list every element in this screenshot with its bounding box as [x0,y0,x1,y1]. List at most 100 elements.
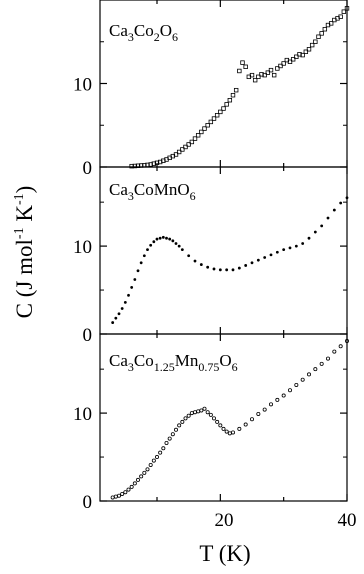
data-point [244,264,248,267]
data-point [250,261,254,265]
data-point [259,72,264,77]
data-point [215,419,220,424]
data-point [139,261,143,265]
x-tick-label: 40 [338,510,357,531]
data-point [117,493,122,498]
data-point [249,72,255,78]
data-point [224,429,229,434]
data-point [189,139,195,145]
data-point [202,126,207,131]
data-point [225,268,229,272]
data-point [230,92,236,98]
data-point [307,236,311,240]
data-point [186,413,191,418]
panel-ticks: 0 10 [73,334,348,513]
data-point [240,60,245,65]
data-point [221,106,226,111]
data-point [206,265,210,269]
data-point [129,484,134,489]
panel-ca3co2o6: 0 10 Ca3Co2O6 [73,0,350,179]
data-point [256,74,261,80]
data-point [205,123,210,128]
data-point [199,129,204,135]
data-point [120,491,125,496]
data-point [117,312,121,316]
data-point [164,440,169,445]
data-point [180,248,184,252]
data-point [135,477,140,482]
panel-ticks: 0 10 [73,0,348,179]
data-point [262,407,267,412]
data-point [282,248,286,252]
data-point [154,160,160,166]
data-point [303,49,309,54]
data-point [136,269,140,273]
y-tick-label: 10 [73,75,92,96]
data-point [165,236,168,240]
data-point [129,163,134,169]
data-point [158,236,162,240]
panel-annotation: Ca3CoMnO6 [109,180,196,203]
data-point [218,109,223,115]
data-point [183,144,188,150]
data-point [325,356,330,361]
data-point [230,430,235,435]
data-point [113,494,118,499]
data-point [152,240,156,244]
panel-ticks: 0 10 [73,167,348,346]
data-point [212,267,216,271]
x-tick-labels: 20 40 [215,510,357,531]
data-point [192,136,198,141]
data-point [345,196,349,200]
data-point [142,470,147,475]
data-point [157,159,163,165]
data-point [271,72,277,78]
data-point [224,102,229,107]
data-point [161,235,165,239]
data-point [187,254,191,258]
data-point [142,254,146,258]
panel-ca3co125mn075o6: 0 10 Ca3Co1.25Mn0.75O6 [73,333,349,513]
data-point [344,6,350,11]
data-point [208,119,214,125]
data-point [288,246,292,250]
data-point [281,393,286,398]
data-point [123,300,127,304]
data-point [199,408,204,413]
data-point [173,152,179,157]
data-point [149,243,153,247]
panel-ca3comno6: 0 10 Ca3CoMnO6 [73,166,349,346]
data-point [192,410,197,415]
data-point [167,436,172,441]
data-point [313,230,317,234]
data-point [344,339,349,344]
data-point [177,244,181,248]
data-point [110,495,115,500]
data-point [120,307,124,310]
data-point [338,344,343,349]
data-point [186,142,191,147]
panel-points [110,339,349,500]
data-point [313,39,318,44]
data-point [208,412,213,417]
y-tick-label: 0 [83,325,93,346]
data-point [332,208,336,212]
data-point [218,268,222,272]
data-point [148,162,153,167]
y-tick-label: 0 [83,492,93,513]
panel-frame [99,333,348,502]
data-point [256,411,261,416]
data-point [262,72,267,78]
data-point [170,432,175,437]
data-point [278,63,283,69]
data-point [132,481,137,486]
data-point [319,361,324,366]
data-point [171,239,175,243]
data-point [281,61,286,66]
data-point [300,377,305,382]
panel-annotation: Ca3Co2O6 [109,21,178,44]
data-point [301,242,305,245]
data-point [130,286,134,289]
y-tick-label: 10 [73,237,92,258]
data-point [341,9,347,14]
